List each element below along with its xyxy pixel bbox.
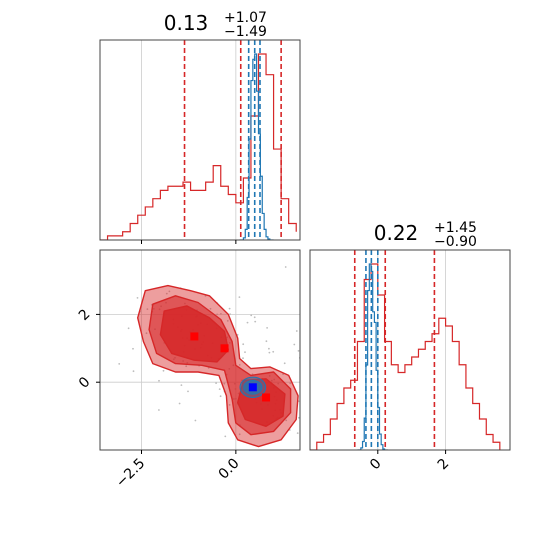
scatter-point bbox=[185, 365, 188, 368]
ticks-top bbox=[141, 240, 237, 244]
scatter-point bbox=[244, 351, 246, 353]
scatter-point bbox=[194, 419, 197, 422]
scatter-point bbox=[145, 332, 148, 335]
joint-panel: −2.5 0.0 2 0 bbox=[55, 249, 305, 491]
tick-label-joint-y-1: 0 bbox=[76, 374, 94, 392]
scatter-point bbox=[223, 382, 226, 385]
scatter-point bbox=[303, 354, 305, 356]
quantile-lines-right bbox=[353, 250, 436, 450]
title-marginal-1: 0.13 bbox=[164, 11, 209, 35]
scatter-point bbox=[297, 350, 300, 352]
scatter-point bbox=[242, 357, 244, 360]
scatter-point bbox=[242, 343, 245, 346]
red-centre-marker-0 bbox=[190, 332, 199, 341]
axes-frame-joint bbox=[99, 249, 301, 451]
axes-frame-top bbox=[99, 39, 301, 241]
gridlines-top bbox=[141, 40, 237, 240]
scatter-point bbox=[180, 384, 183, 386]
scatter-point bbox=[220, 313, 222, 315]
scatter-point bbox=[246, 321, 249, 324]
scatter-point bbox=[229, 313, 232, 315]
tick-label-joint-x-1: 0.0 bbox=[216, 456, 243, 483]
title-2-value: 0.22 bbox=[374, 221, 419, 245]
centre-markers bbox=[190, 332, 271, 402]
scatter-point bbox=[136, 297, 139, 299]
scatter-point bbox=[178, 402, 181, 405]
scatter-point bbox=[265, 340, 268, 343]
tick-label-joint-y-0: 2 bbox=[76, 306, 94, 324]
scatter-point bbox=[228, 404, 231, 406]
scatter-point bbox=[209, 307, 212, 310]
scatter-point bbox=[168, 290, 171, 293]
scatter-point bbox=[127, 327, 130, 330]
blue-centre-marker-0 bbox=[248, 383, 257, 392]
scatter-point bbox=[55, 297, 57, 299]
red-centre-marker-1 bbox=[220, 344, 229, 353]
scatter-point bbox=[238, 296, 241, 298]
histograms-top bbox=[100, 53, 297, 240]
top-hist-series-1 bbox=[239, 53, 274, 240]
red-centre-marker-2 bbox=[262, 393, 271, 402]
tick-label-right-x-1: 2 bbox=[435, 456, 453, 474]
quantile-lines-top bbox=[183, 40, 282, 240]
scatter-point bbox=[132, 370, 135, 373]
title-1-value: 0.13 bbox=[164, 11, 209, 35]
scatter-point bbox=[250, 314, 253, 317]
scatter-point bbox=[285, 419, 288, 422]
scatter-point bbox=[208, 488, 210, 490]
title-2-lower: −0.90 bbox=[434, 234, 477, 250]
tick-label-joint-x-0: −2.5 bbox=[113, 456, 148, 491]
top-hist-series-0 bbox=[100, 53, 297, 240]
scatter-point bbox=[158, 409, 160, 411]
scatter-point bbox=[146, 308, 149, 310]
scatter-point bbox=[238, 364, 241, 366]
scatter-point bbox=[187, 390, 189, 393]
scatter-point bbox=[254, 320, 257, 323]
scatter-point bbox=[158, 379, 160, 382]
scatter-point bbox=[162, 369, 165, 372]
scatter-point bbox=[253, 316, 256, 319]
histograms-right bbox=[310, 263, 501, 450]
scatter-point bbox=[272, 350, 275, 353]
title-1-upper: +1.07 bbox=[224, 10, 267, 26]
gridlines-right bbox=[377, 250, 446, 450]
right-hist-series-0 bbox=[310, 263, 501, 450]
scatter-point bbox=[296, 432, 299, 434]
right-hist-series-1 bbox=[357, 263, 388, 450]
scatter-point bbox=[224, 435, 227, 438]
scatter-point bbox=[219, 395, 222, 398]
scatter-point bbox=[215, 382, 218, 384]
scatter-point bbox=[266, 327, 268, 329]
marginal-panel-1: 0.13 +1.07 −1.49 bbox=[99, 10, 301, 244]
scatter-point bbox=[268, 351, 271, 354]
scatter-point bbox=[284, 266, 287, 268]
scatter-point bbox=[238, 433, 241, 436]
scatter-point bbox=[268, 347, 270, 350]
scatter-point bbox=[132, 347, 134, 350]
contours-red bbox=[137, 284, 299, 448]
title-1-lower: −1.49 bbox=[224, 24, 267, 40]
scatter-point bbox=[118, 363, 121, 365]
scatter-point bbox=[298, 416, 300, 419]
title-marginal-2: 0.22 bbox=[374, 221, 419, 245]
scatter-point bbox=[165, 292, 168, 295]
title-2-upper: +1.45 bbox=[434, 220, 477, 236]
scatter-point bbox=[295, 330, 298, 332]
scatter-point bbox=[293, 343, 296, 346]
scatter-point bbox=[226, 320, 229, 322]
tick-label-right-x-0: 0 bbox=[367, 456, 385, 474]
scatter-point bbox=[228, 307, 231, 310]
scatter-point bbox=[216, 313, 219, 316]
scatter-point bbox=[289, 382, 292, 385]
scatter-point bbox=[283, 362, 286, 365]
axes-frame-right bbox=[309, 249, 511, 451]
scatter-point bbox=[218, 388, 221, 390]
